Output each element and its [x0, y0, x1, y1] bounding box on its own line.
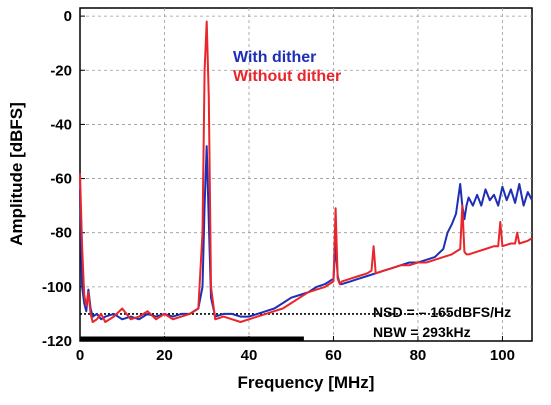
series-layer: [79, 20, 533, 323]
x-tick-label: 60: [325, 347, 342, 364]
y-tick-label: -120: [42, 333, 72, 350]
tick-labels: 0 20 40 60 80 100 0 -20 -40 -60 -80 -100 -120: [42, 8, 515, 364]
y-tick-label: 0: [64, 8, 72, 25]
nsd-annotation: NSD = – 165dBFS/Hz: [373, 304, 511, 320]
x-axis-title: Frequency [MHz]: [238, 373, 375, 392]
y-axis-title: Amplitude [dBFS]: [7, 102, 26, 246]
y-tick-label: -80: [50, 225, 72, 242]
x-tick-label: 80: [410, 347, 427, 364]
x-tick-label: 0: [76, 347, 84, 364]
plot-frame: [79, 7, 533, 342]
legend-with-dither: With dither: [233, 49, 316, 66]
y-tick-label: -40: [50, 116, 72, 133]
y-tick-label: -60: [50, 171, 72, 188]
legend-without-dither: Without dither: [233, 68, 341, 85]
x-tick-label: 100: [490, 347, 515, 364]
y-tick-label: -20: [50, 62, 72, 79]
series-without-dither-line: [79, 20, 533, 323]
nbw-annotation: NBW = 293kHz: [373, 324, 471, 340]
x-tick-label: 40: [241, 347, 258, 364]
x-tick-label: 20: [156, 347, 173, 364]
y-tick-label: -100: [42, 279, 72, 296]
series-with-dither-line: [79, 145, 533, 321]
